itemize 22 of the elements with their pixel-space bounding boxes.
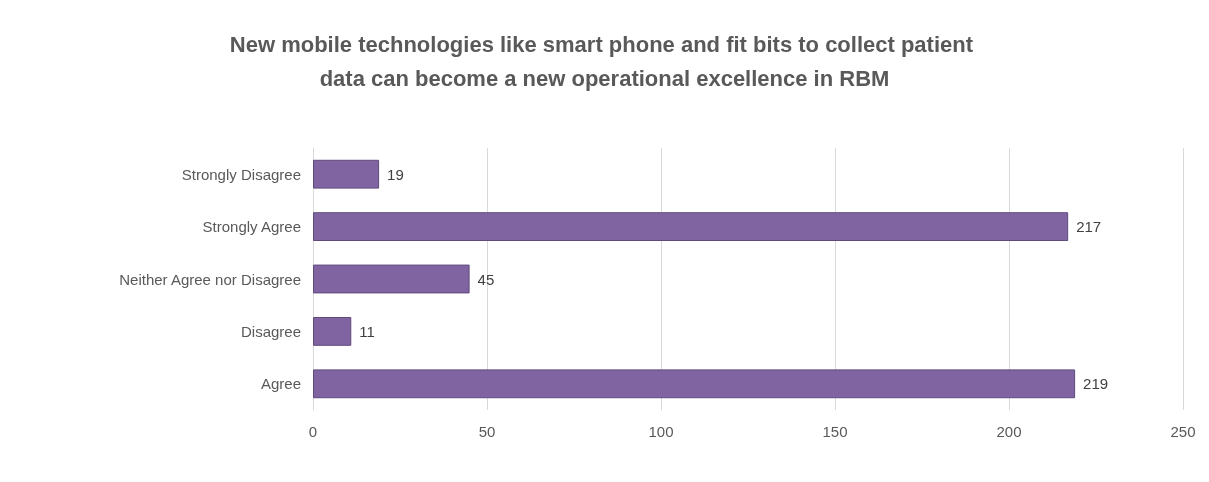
data-label: 217 bbox=[1076, 218, 1102, 236]
chart-title: New mobile technologies like smart phone and fit bits to collect patient data can become a new operational excellence in RBM bbox=[229, 31, 980, 91]
data-label: 45 bbox=[477, 270, 495, 288]
y-tick-label: Agree bbox=[260, 375, 301, 393]
y-tick-label: Neither Agree nor Disagree bbox=[119, 270, 301, 288]
bar bbox=[313, 316, 352, 346]
bar bbox=[313, 212, 1069, 242]
x-tick-label: 50 bbox=[478, 423, 496, 440]
y-tick-label: Disagree bbox=[240, 322, 301, 340]
x-tick-label: 200 bbox=[996, 423, 1022, 440]
y-tick-label: Strongly Agree bbox=[202, 218, 301, 236]
y-tick-label: Strongly Disagree bbox=[181, 165, 301, 183]
x-tick-label: 150 bbox=[822, 423, 848, 440]
data-label: 11 bbox=[359, 322, 375, 340]
bar bbox=[313, 264, 470, 294]
bar bbox=[313, 159, 380, 189]
bar bbox=[313, 369, 1076, 399]
x-tick-label: 250 bbox=[1170, 423, 1196, 440]
x-tick-label: 0 bbox=[308, 423, 318, 440]
x-tick-label: 100 bbox=[648, 423, 674, 440]
data-label: 219 bbox=[1083, 375, 1109, 393]
data-label: 19 bbox=[387, 165, 404, 183]
